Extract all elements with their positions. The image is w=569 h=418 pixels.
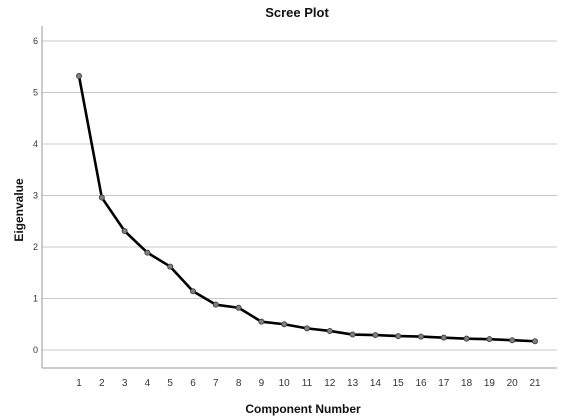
y-tick-label-5: 5 [33, 88, 38, 98]
data-point-19 [486, 336, 493, 343]
y-axis-ticks: 0 1 2 3 4 5 6 [33, 36, 38, 355]
x-tick-label-4: 4 [145, 378, 151, 389]
grid-lines [42, 40, 557, 351]
x-tick-label-20: 20 [507, 378, 519, 389]
data-point-13 [349, 331, 356, 338]
x-tick-label-2: 2 [99, 378, 105, 389]
series-line [77, 74, 537, 343]
x-tick-label-8: 8 [236, 378, 242, 389]
x-tick-label-7: 7 [213, 378, 219, 389]
data-point-18 [463, 335, 470, 342]
x-tick-label-19: 19 [484, 378, 496, 389]
data-point-16 [417, 333, 424, 340]
x-tick-label-15: 15 [393, 378, 405, 389]
data-point-20 [509, 337, 516, 344]
data-point-3 [121, 228, 128, 235]
y-axis-label: Eigenvalue [12, 178, 26, 242]
x-tick-label-16: 16 [415, 378, 427, 389]
x-tick-label-10: 10 [279, 378, 291, 389]
data-point-12 [326, 327, 333, 334]
y-tick-label-1: 1 [33, 294, 38, 304]
y-tick-label-2: 2 [33, 242, 38, 252]
data-point-7 [212, 301, 219, 308]
x-tick-label-9: 9 [259, 378, 265, 389]
data-point-15 [395, 333, 402, 340]
data-point-10 [281, 321, 288, 328]
data-point-17 [440, 334, 447, 341]
x-tick-label-11: 11 [302, 378, 313, 389]
data-point-21 [532, 338, 539, 345]
x-tick-label-3: 3 [122, 378, 128, 389]
data-point-9 [258, 318, 265, 325]
y-tick-label-4: 4 [33, 139, 38, 149]
y-tick-label-0: 0 [33, 345, 38, 355]
data-point-8 [235, 304, 242, 311]
data-point-6 [189, 288, 196, 295]
data-point-14 [372, 332, 379, 339]
axes [41, 26, 557, 369]
eigenvalue-points [76, 73, 539, 345]
x-tick-label-12: 12 [324, 378, 336, 389]
data-point-5 [167, 263, 174, 270]
x-tick-label-18: 18 [461, 378, 473, 389]
data-point-4 [144, 249, 151, 256]
x-tick-label-6: 6 [190, 378, 196, 389]
x-tick-label-13: 13 [347, 378, 359, 389]
x-tick-label-5: 5 [167, 378, 173, 389]
x-tick-label-1: 1 [76, 378, 82, 389]
data-point-1 [76, 73, 83, 80]
chart-title: Scree Plot [265, 5, 329, 20]
x-axis-label: Component Number [245, 402, 361, 416]
y-tick-label-3: 3 [33, 191, 38, 201]
x-tick-label-17: 17 [438, 378, 450, 389]
x-axis-ticks: 1 2 3 4 5 6 7 8 9 10 11 12 13 14 15 16 17 18 19 20 21 [76, 378, 541, 389]
data-point-11 [303, 325, 310, 332]
y-tick-label-6: 6 [33, 36, 38, 46]
data-point-2 [98, 194, 105, 201]
x-tick-label-14: 14 [370, 378, 382, 389]
eigenvalue-series [77, 74, 537, 343]
x-tick-label-21: 21 [529, 378, 541, 389]
